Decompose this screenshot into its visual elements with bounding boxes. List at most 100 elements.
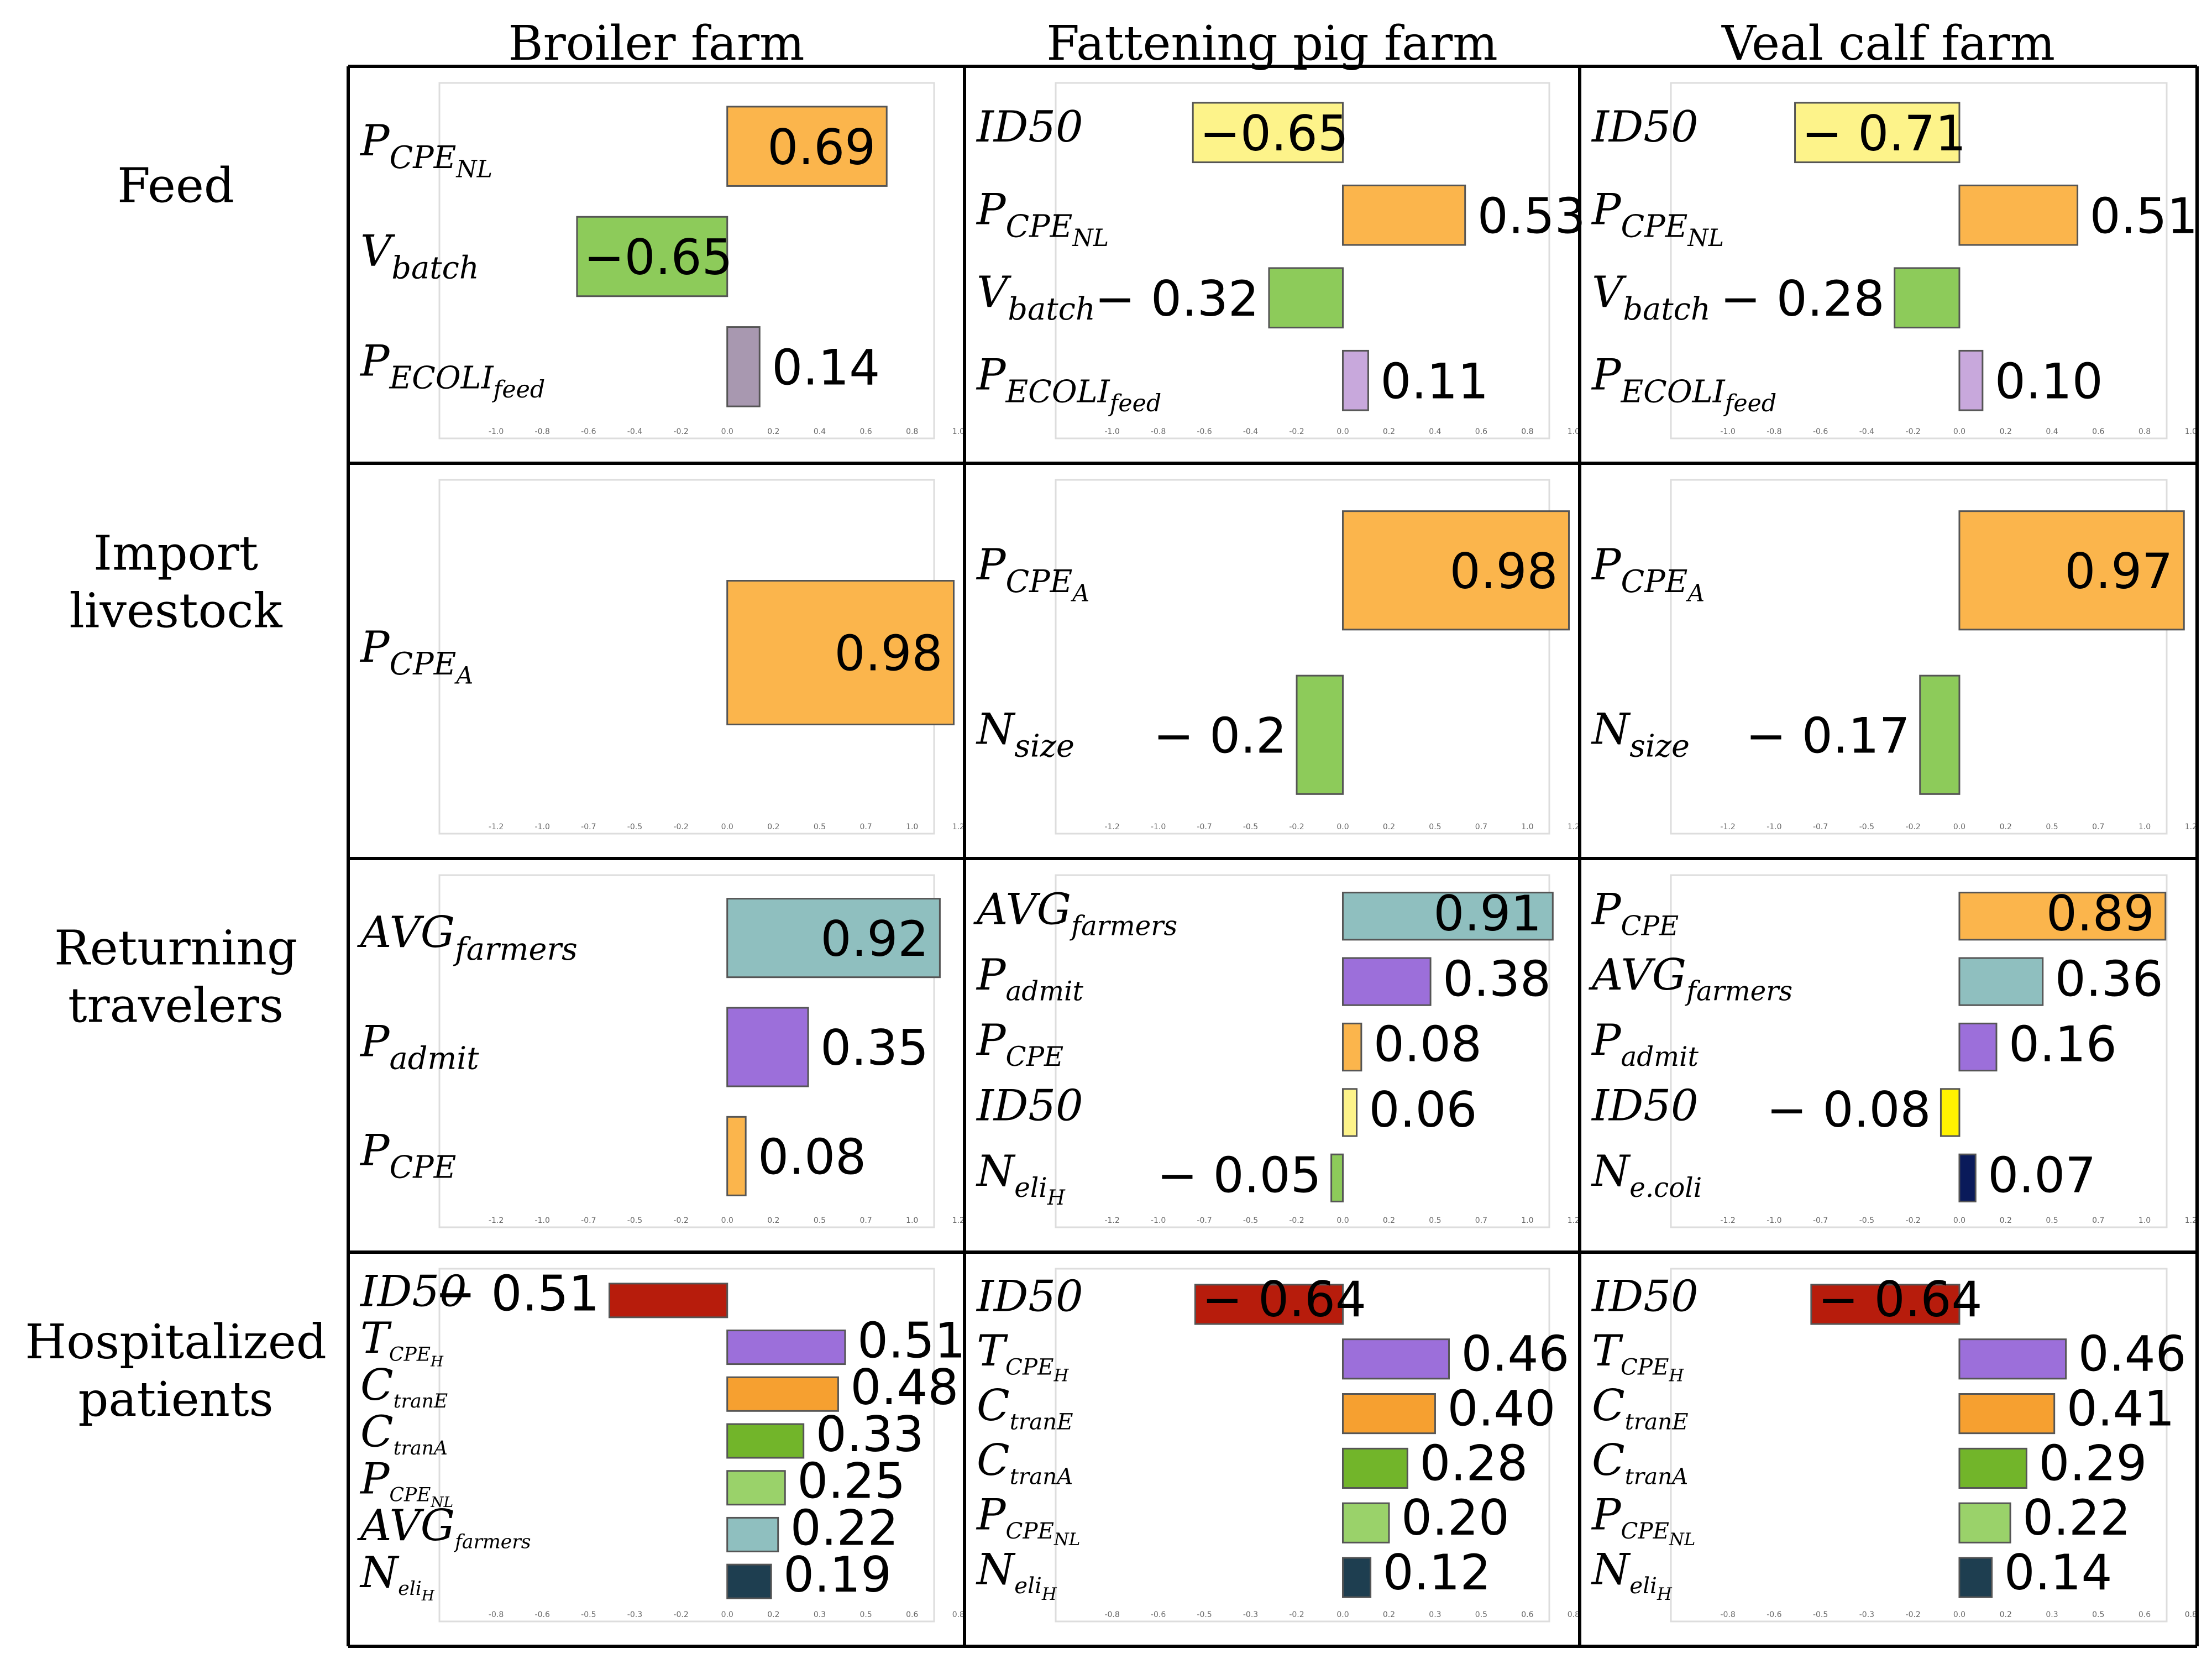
bar xyxy=(1341,957,1432,1006)
bar xyxy=(1341,1338,1450,1380)
bar xyxy=(726,326,761,407)
x-tick-label: -0.6 xyxy=(535,1610,550,1619)
x-tick-label: 1.2 xyxy=(2185,823,2197,831)
value-label: 0.14 xyxy=(772,339,880,396)
x-tick-label: 0.7 xyxy=(1475,1216,1487,1225)
column-header: Broiler farm xyxy=(508,16,804,71)
x-tick-label: 1.0 xyxy=(906,1216,918,1225)
bar xyxy=(1810,1284,1961,1325)
x-tick-label: 0.2 xyxy=(2000,427,2012,436)
parameter-label: NeliH xyxy=(976,1545,1057,1604)
value-label: 0.51 xyxy=(2090,187,2198,244)
x-tick-label: 0.8 xyxy=(952,1610,965,1619)
parameter-label: NeliH xyxy=(976,1147,1066,1210)
parameter-label: ID50 xyxy=(1591,102,1699,152)
value-label: 0.29 xyxy=(2038,1435,2147,1492)
bar xyxy=(726,1007,809,1087)
x-tick-label: -0.4 xyxy=(1243,427,1258,436)
x-tick-label: 0.2 xyxy=(2000,1216,2012,1225)
value-label: 0.89 xyxy=(2046,885,2155,942)
bar xyxy=(726,1116,747,1196)
bar xyxy=(726,898,941,978)
bar xyxy=(726,1516,779,1552)
parameter-label: CtranE xyxy=(1592,1381,1689,1435)
value-label: 0.38 xyxy=(1443,950,1551,1007)
x-tick-label: -0.2 xyxy=(1289,823,1304,831)
x-tick-label: 1.0 xyxy=(2138,1216,2151,1225)
bar xyxy=(1341,1447,1408,1489)
tornado-panel: -0.8 -0.6 -0.5 -0.3 -0.2 0.0 0.2 0.3 0.5 0.6 0.8 ID… xyxy=(357,1265,966,1623)
value-label: −0.65 xyxy=(584,229,733,286)
bar xyxy=(1194,1284,1344,1325)
value-label: 0.40 xyxy=(1447,1380,1555,1437)
plot-frame xyxy=(438,82,935,439)
bar xyxy=(1341,510,1570,631)
x-tick-label: 1.0 xyxy=(1521,823,1533,831)
x-tick-label: -1.2 xyxy=(1104,823,1119,831)
value-label: 0.91 xyxy=(1433,885,1542,942)
parameter-label: NeliH xyxy=(1591,1545,1673,1604)
row-header: Returning xyxy=(54,921,297,976)
value-label: 0.06 xyxy=(1369,1081,1477,1138)
x-tick-label: -0.2 xyxy=(1906,427,1921,436)
parameter-label: ID50 xyxy=(1591,1271,1699,1321)
bar xyxy=(1958,1338,2067,1380)
x-tick-label: 1.2 xyxy=(952,823,965,831)
parameter-label: PECOLIfeed xyxy=(1591,350,1776,417)
column-header: Veal calf farm xyxy=(1721,16,2055,71)
value-label: 0.53 xyxy=(1477,187,1586,244)
bar xyxy=(608,1283,728,1318)
plot-frame xyxy=(438,874,935,1228)
row-header: livestock xyxy=(69,584,282,639)
column-header: Fattening pig farm xyxy=(1046,16,1498,71)
parameter-label: PECOLIfeed xyxy=(976,350,1161,417)
row-header: patients xyxy=(78,1372,273,1427)
x-tick-label: 1.0 xyxy=(2185,427,2197,436)
parameter-label: ID50 xyxy=(976,1081,1083,1131)
plot-frame xyxy=(1670,874,2168,1228)
bar xyxy=(1958,1153,1977,1202)
value-label: 0.08 xyxy=(1374,1016,1482,1073)
x-tick-label: -0.5 xyxy=(1243,823,1258,831)
x-tick-label: 0.6 xyxy=(859,427,872,436)
value-label: − 0.2 xyxy=(1153,707,1287,764)
value-label: 0.16 xyxy=(2009,1016,2117,1073)
row-header: Import xyxy=(93,526,258,582)
x-tick-label: -0.4 xyxy=(627,427,642,436)
bar xyxy=(1958,510,2185,631)
x-tick-label: 1.2 xyxy=(952,1216,965,1225)
plot-frame xyxy=(1670,82,2168,439)
bar xyxy=(1296,674,1344,795)
x-tick-label: 0.2 xyxy=(1383,823,1395,831)
value-label: 0.33 xyxy=(816,1406,924,1463)
x-tick-label: -0.2 xyxy=(1906,823,1921,831)
row-header: travelers xyxy=(68,978,284,1034)
x-tick-label: -1.0 xyxy=(489,427,504,436)
tornado-panel: -1.0 -0.8 -0.6 -0.4 -0.2 0.0 0.2 0.4 0.6 0.8 1.0 ID… xyxy=(1591,82,2198,439)
x-tick-label: 0.8 xyxy=(1521,427,1533,436)
value-label: 0.14 xyxy=(2004,1544,2113,1601)
x-tick-label: -0.2 xyxy=(673,1610,688,1619)
x-tick-label: -1.0 xyxy=(1151,823,1166,831)
x-tick-label: 0.8 xyxy=(2138,427,2151,436)
x-tick-label: 0.0 xyxy=(1336,1610,1349,1619)
parameter-label: PCPENL xyxy=(359,116,492,183)
x-tick-label: 0.2 xyxy=(767,1610,779,1619)
x-tick-label: -1.2 xyxy=(1720,823,1735,831)
x-tick-label: -0.2 xyxy=(1289,427,1304,436)
x-tick-label: -0.2 xyxy=(673,1216,688,1225)
bar xyxy=(1958,184,2079,246)
x-tick-label: 1.2 xyxy=(1568,823,1580,831)
x-tick-label: -0.5 xyxy=(1813,1610,1828,1619)
parameter-label: Vbatch xyxy=(977,268,1095,327)
tornado-panel: -1.2 -1.0 -0.7 -0.5 -0.2 0.0 0.2 0.5 0.7 1.0 1.2 AV… xyxy=(973,874,1580,1228)
x-tick-label: 0.4 xyxy=(1429,427,1441,436)
bar xyxy=(726,1330,846,1365)
x-tick-label: 0.3 xyxy=(1429,1610,1441,1619)
bar xyxy=(1341,1088,1358,1137)
parameter-label: CtranA xyxy=(1592,1436,1688,1490)
value-label: 0.98 xyxy=(1450,543,1558,600)
parameter-label: Nsize xyxy=(1591,705,1690,765)
parameter-label: TCPEH xyxy=(360,1314,444,1370)
headers: Broiler farm Fattening pig farm Veal calf … xyxy=(25,16,2055,1427)
